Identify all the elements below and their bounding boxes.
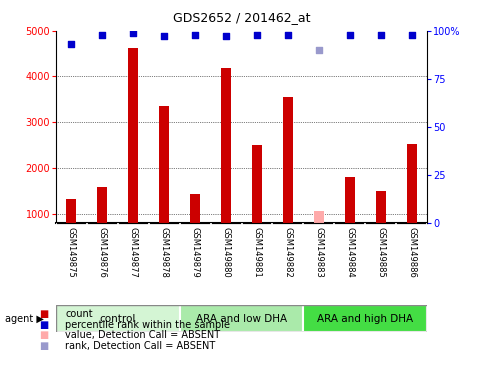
Text: agent ▶: agent ▶ <box>5 314 43 324</box>
Text: GSM149886: GSM149886 <box>408 227 416 278</box>
Text: percentile rank within the sample: percentile rank within the sample <box>65 320 230 330</box>
Text: ■: ■ <box>39 341 48 351</box>
Bar <box>97 187 107 223</box>
Text: count: count <box>65 310 93 319</box>
Bar <box>221 68 231 223</box>
Text: GSM149884: GSM149884 <box>345 227 355 278</box>
Bar <box>128 48 139 223</box>
Text: ■: ■ <box>39 310 48 319</box>
Text: control: control <box>99 314 136 324</box>
Bar <box>344 177 355 223</box>
Bar <box>376 191 386 223</box>
Point <box>408 31 416 38</box>
Point <box>346 31 354 38</box>
Bar <box>66 199 76 223</box>
Text: GSM149883: GSM149883 <box>314 227 324 278</box>
Text: GSM149876: GSM149876 <box>98 227 107 278</box>
Text: GSM149875: GSM149875 <box>67 227 75 278</box>
Bar <box>158 106 170 223</box>
Text: ARA and high DHA: ARA and high DHA <box>317 314 413 324</box>
Bar <box>407 144 417 223</box>
Text: ■: ■ <box>39 320 48 330</box>
Bar <box>283 96 293 223</box>
Text: rank, Detection Call = ABSENT: rank, Detection Call = ABSENT <box>65 341 215 351</box>
Point <box>129 30 137 36</box>
Text: GSM149878: GSM149878 <box>159 227 169 278</box>
Text: value, Detection Call = ABSENT: value, Detection Call = ABSENT <box>65 330 220 340</box>
Point <box>160 33 168 40</box>
Text: ARA and low DHA: ARA and low DHA <box>196 314 287 324</box>
Point <box>315 47 323 53</box>
Point <box>222 33 230 40</box>
Bar <box>190 194 200 223</box>
Point <box>98 31 106 38</box>
Point <box>377 31 385 38</box>
Bar <box>252 145 262 223</box>
Bar <box>56 305 180 332</box>
Text: GSM149885: GSM149885 <box>376 227 385 278</box>
Text: GSM149877: GSM149877 <box>128 227 138 278</box>
Text: GDS2652 / 201462_at: GDS2652 / 201462_at <box>173 12 310 25</box>
Point <box>284 31 292 38</box>
Point <box>67 41 75 47</box>
Bar <box>313 211 325 223</box>
Text: GSM149881: GSM149881 <box>253 227 261 278</box>
Text: GSM149879: GSM149879 <box>190 227 199 278</box>
Bar <box>303 305 427 332</box>
Bar <box>180 305 303 332</box>
Point <box>253 31 261 38</box>
Text: GSM149880: GSM149880 <box>222 227 230 278</box>
Text: ■: ■ <box>39 330 48 340</box>
Text: GSM149882: GSM149882 <box>284 227 293 278</box>
Point <box>191 31 199 38</box>
